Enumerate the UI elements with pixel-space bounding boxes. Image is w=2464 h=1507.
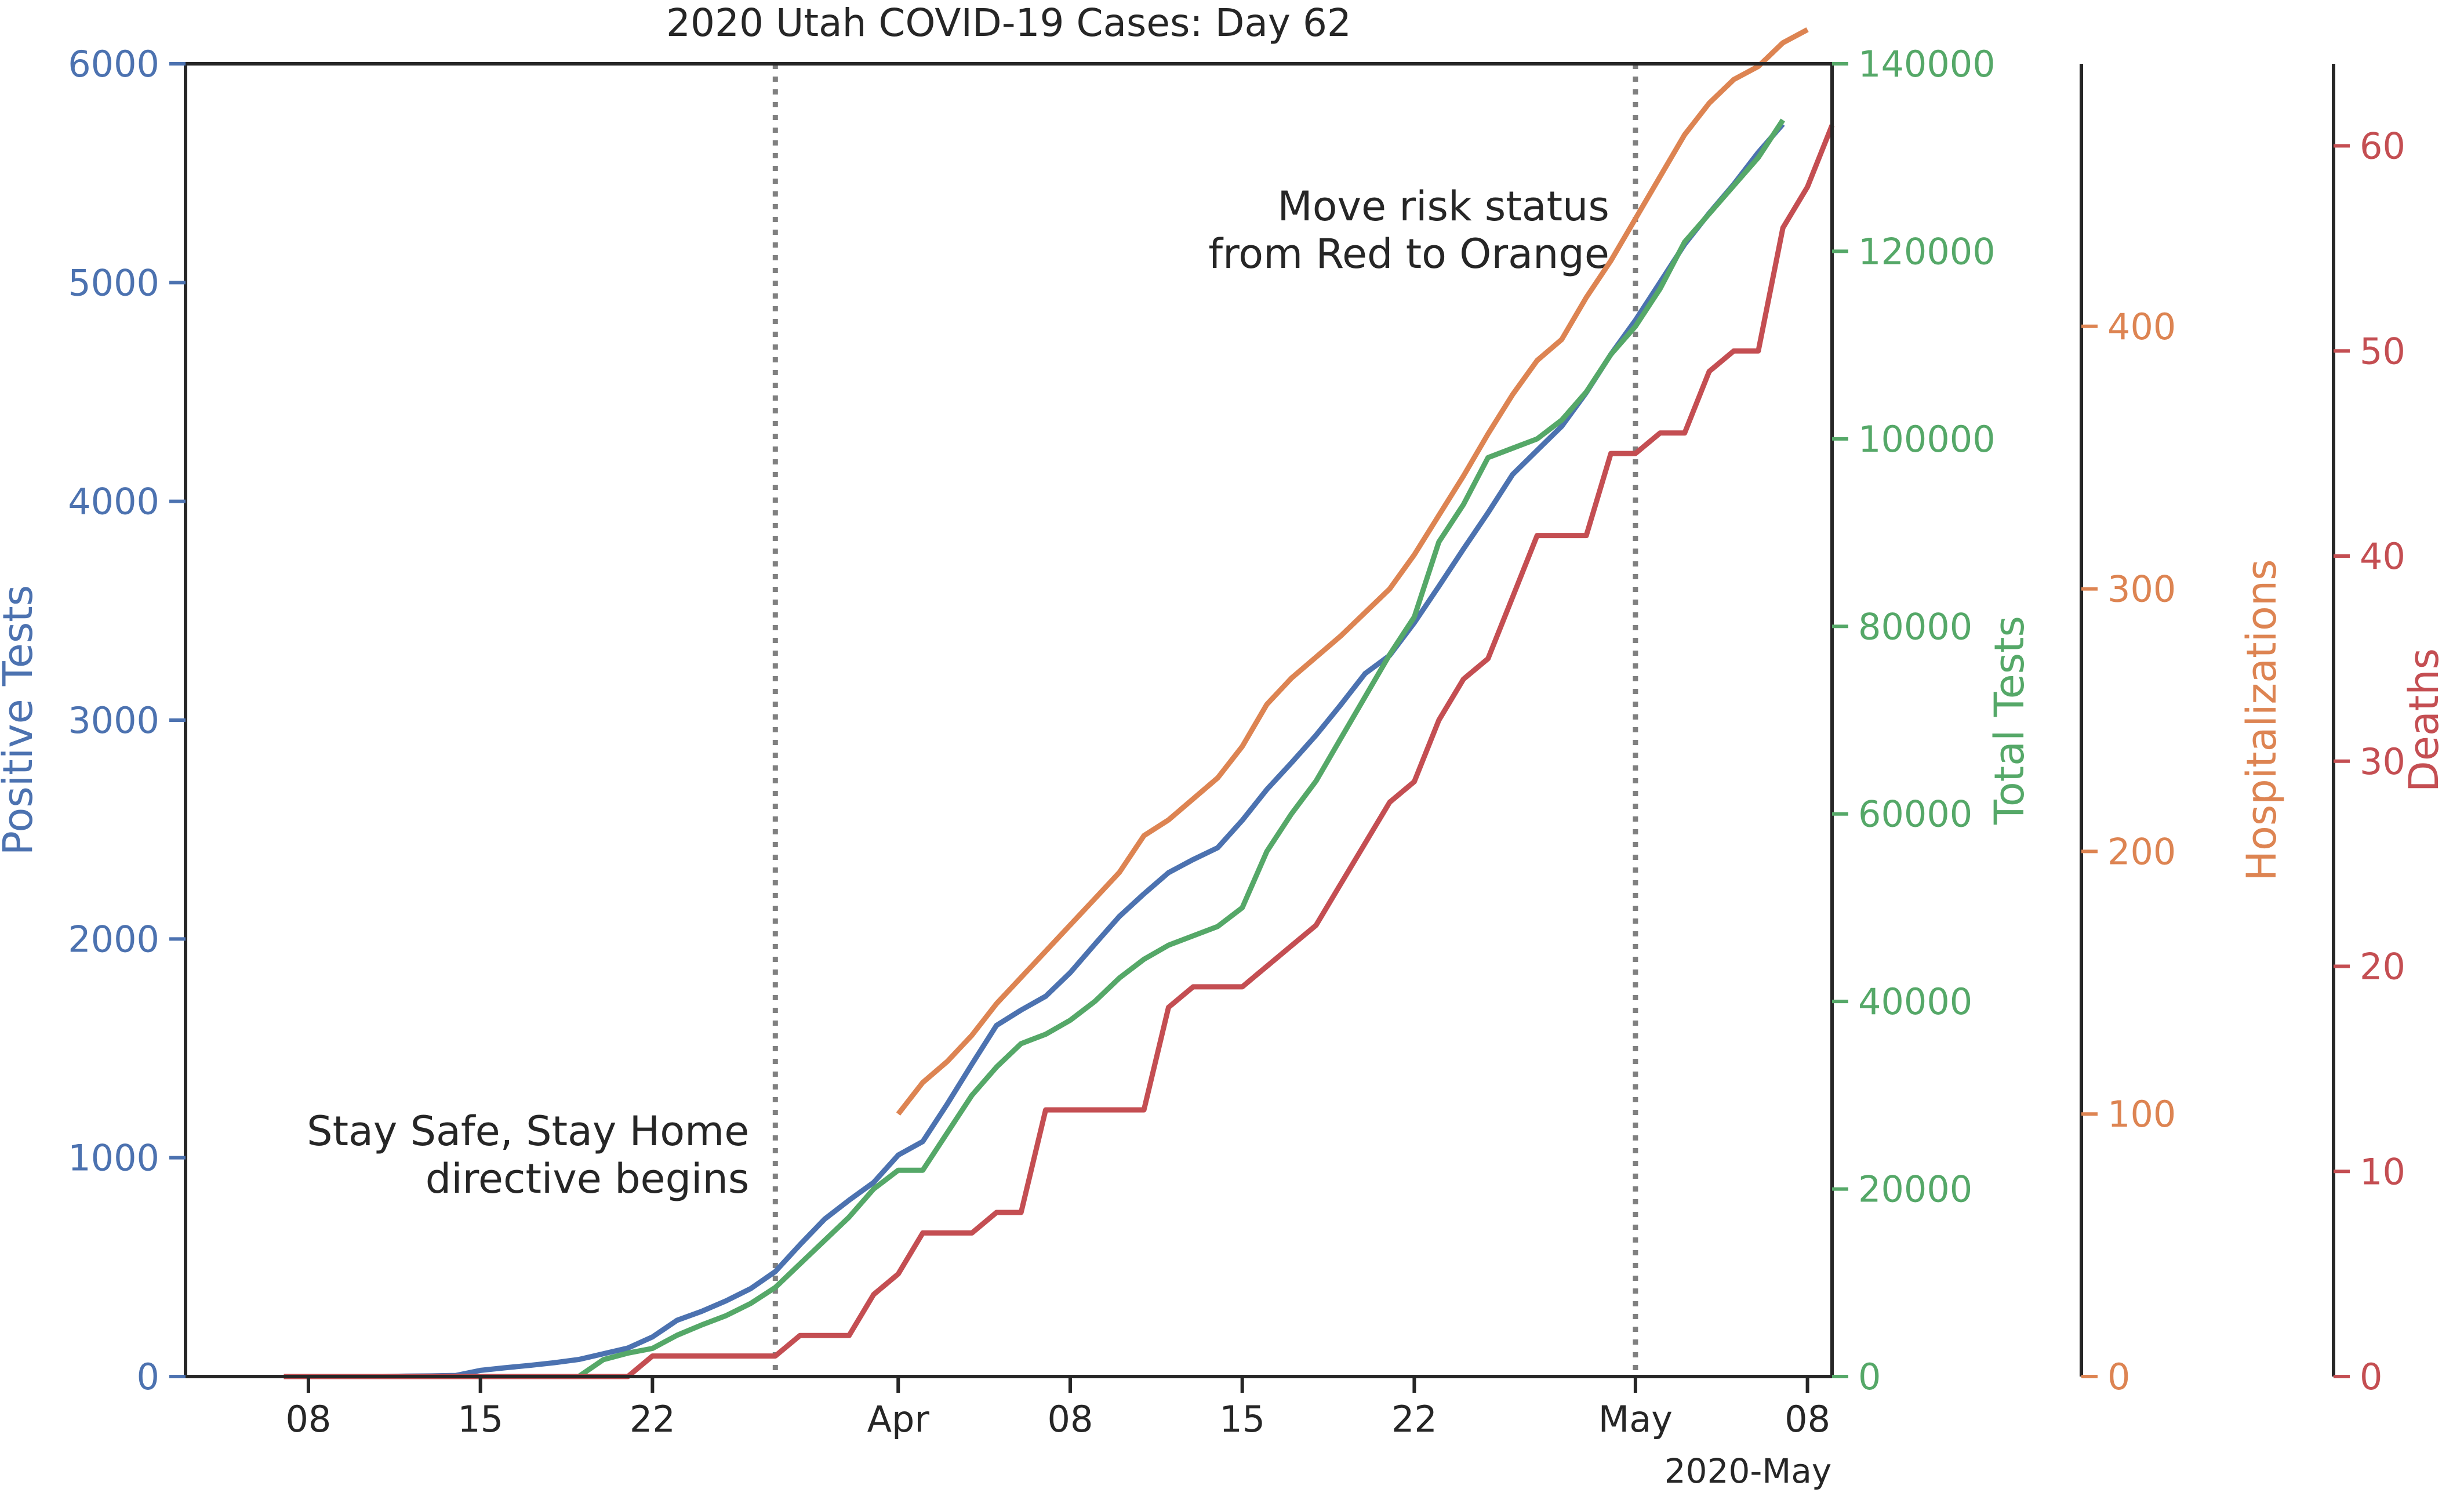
tests-tick-label: 0 [1858,1356,1881,1398]
tests-tick-label: 140000 [1858,43,1996,85]
chart-title: 2020 Utah COVID-19 Cases: Day 62 [666,1,1351,45]
deaths-tick-label: 50 [2360,330,2405,372]
tests-tick-label: 120000 [1858,230,1996,273]
hosp-axis-label: Hospitalizations [2238,559,2285,881]
x-tick-label: 08 [1785,1398,1830,1440]
positive-tick-label: 5000 [68,262,159,304]
deaths-tick-label: 60 [2360,125,2405,168]
tests-tick-label: 80000 [1858,605,1972,648]
hosp-tick-label: 300 [2107,568,2176,611]
positive-axis-label: Positive Tests [0,585,42,855]
event-label-1-line1: Stay Safe, Stay Home [307,1107,749,1155]
series-positive-line [284,122,1785,1379]
x-tick-label: 22 [1391,1398,1437,1440]
deaths-tick-label: 20 [2360,946,2405,988]
x-tick-label: May [1598,1398,1673,1440]
deaths-tick-label: 40 [2360,535,2405,578]
x-tick-label: 15 [457,1398,503,1440]
positive-tick-label: 1000 [68,1137,159,1179]
x-offset-label: 2020-May [1665,1451,1831,1491]
hosp-tick-label: 100 [2107,1093,2176,1135]
positive-tick-label: 0 [137,1356,159,1398]
event-label-2-line1: Move risk status [1277,183,1609,230]
x-tick-label: 15 [1219,1398,1265,1440]
series-hosp-line [896,27,1809,1116]
positive-tick-label: 4000 [68,481,159,523]
x-tick-label: Apr [867,1398,930,1440]
deaths-tick-label: 30 [2360,740,2405,783]
x-tick-label: 08 [1048,1398,1093,1440]
event-label-1-line2: directive begins [426,1155,750,1203]
tests-tick-label: 60000 [1858,793,1972,836]
tests-tick-label: 100000 [1858,418,1996,460]
deaths-tick-label: 10 [2360,1150,2405,1193]
hosp-tick-label: 0 [2107,1356,2130,1398]
x-tick-label: 22 [630,1398,675,1440]
tests-tick-label: 20000 [1858,1168,1972,1211]
deaths-tick-label: 0 [2360,1356,2382,1398]
positive-tick-label: 2000 [68,918,159,960]
positive-tick-label: 3000 [68,699,159,742]
x-tick-label: 08 [285,1398,331,1440]
event-label-2-line2: from Red to Orange [1208,230,1609,278]
hosp-tick-label: 200 [2107,830,2176,873]
hosp-tick-label: 400 [2107,306,2176,348]
tests-tick-label: 40000 [1858,981,1972,1023]
tests-axis-label: Total Tests [1986,616,2033,825]
positive-tick-label: 6000 [68,43,159,85]
deaths-axis-label: Deaths [2400,648,2448,792]
axes: 08 15 22 Apr 08 15 22 May 0801000200030004000500… [0,43,2448,1440]
